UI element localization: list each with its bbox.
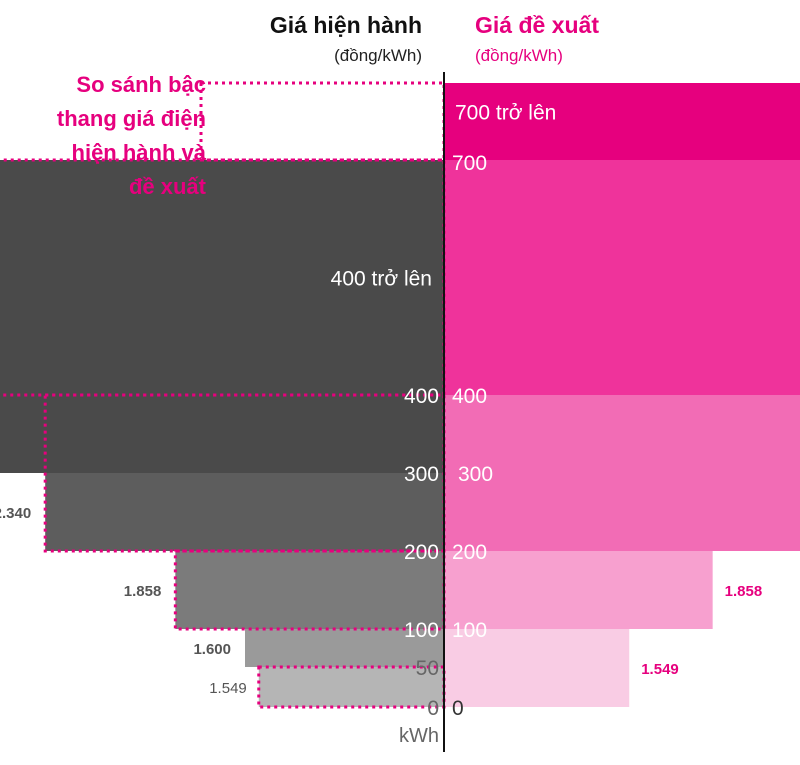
proposed-tier-bar (444, 629, 630, 707)
tier-700-plus-outline (199, 81, 446, 162)
proposed-tier-bar (444, 83, 800, 160)
right-tick-label: 100 (452, 619, 487, 642)
current-price-title: Giá hiện hành (269, 12, 422, 38)
axis-unit-label: kWh (399, 725, 439, 747)
proposed-top-tier-name: 700 trở lên (455, 102, 556, 125)
tier-100-200-outline (173, 549, 446, 631)
right-tick-label: 400 (452, 385, 487, 408)
proposed-price-label: 1.858 (725, 583, 763, 600)
proposed-price-title: Giá đề xuất (475, 12, 599, 38)
left-tick-label: 0 (427, 697, 439, 720)
current-price-label: 1.600 (193, 641, 231, 658)
left-tick-label: 400 (404, 385, 439, 408)
headline: So sánh bậc thang giá điện hiện hành và … (56, 72, 206, 199)
left-tick-label: 300 (404, 463, 439, 486)
current-tier-bar (0, 160, 444, 395)
current-top-tier-name: 400 trở lên (331, 268, 432, 291)
right-tick-label: 300 (458, 463, 493, 486)
proposed-price-unit: (đồng/kWh) (475, 46, 563, 65)
left-tick-label: 100 (404, 619, 439, 642)
current-tier-bar (258, 667, 444, 707)
current-price-label: 2.340 (0, 505, 31, 522)
proposed-price-label: 1.549 (641, 661, 679, 678)
proposed-tier-bar (444, 551, 713, 629)
current-price-label: 1.858 (124, 583, 162, 600)
proposed-tier-bar (444, 395, 800, 551)
current-tier-bar (175, 551, 444, 629)
right-tick-label: 0 (452, 697, 464, 720)
left-tick-label: 50 (416, 657, 439, 680)
left-tick-label: 200 (404, 541, 439, 564)
current-price-unit: (đồng/kWh) (334, 46, 422, 65)
current-tier-bar (45, 473, 444, 551)
right-tick-label: 700 (452, 152, 487, 175)
right-tick-label: 200 (452, 541, 487, 564)
current-price-label: 1.549 (209, 680, 247, 697)
current-tier-bar (0, 395, 444, 473)
current-tier-bar (245, 629, 444, 667)
proposed-tier-bar (444, 160, 800, 395)
